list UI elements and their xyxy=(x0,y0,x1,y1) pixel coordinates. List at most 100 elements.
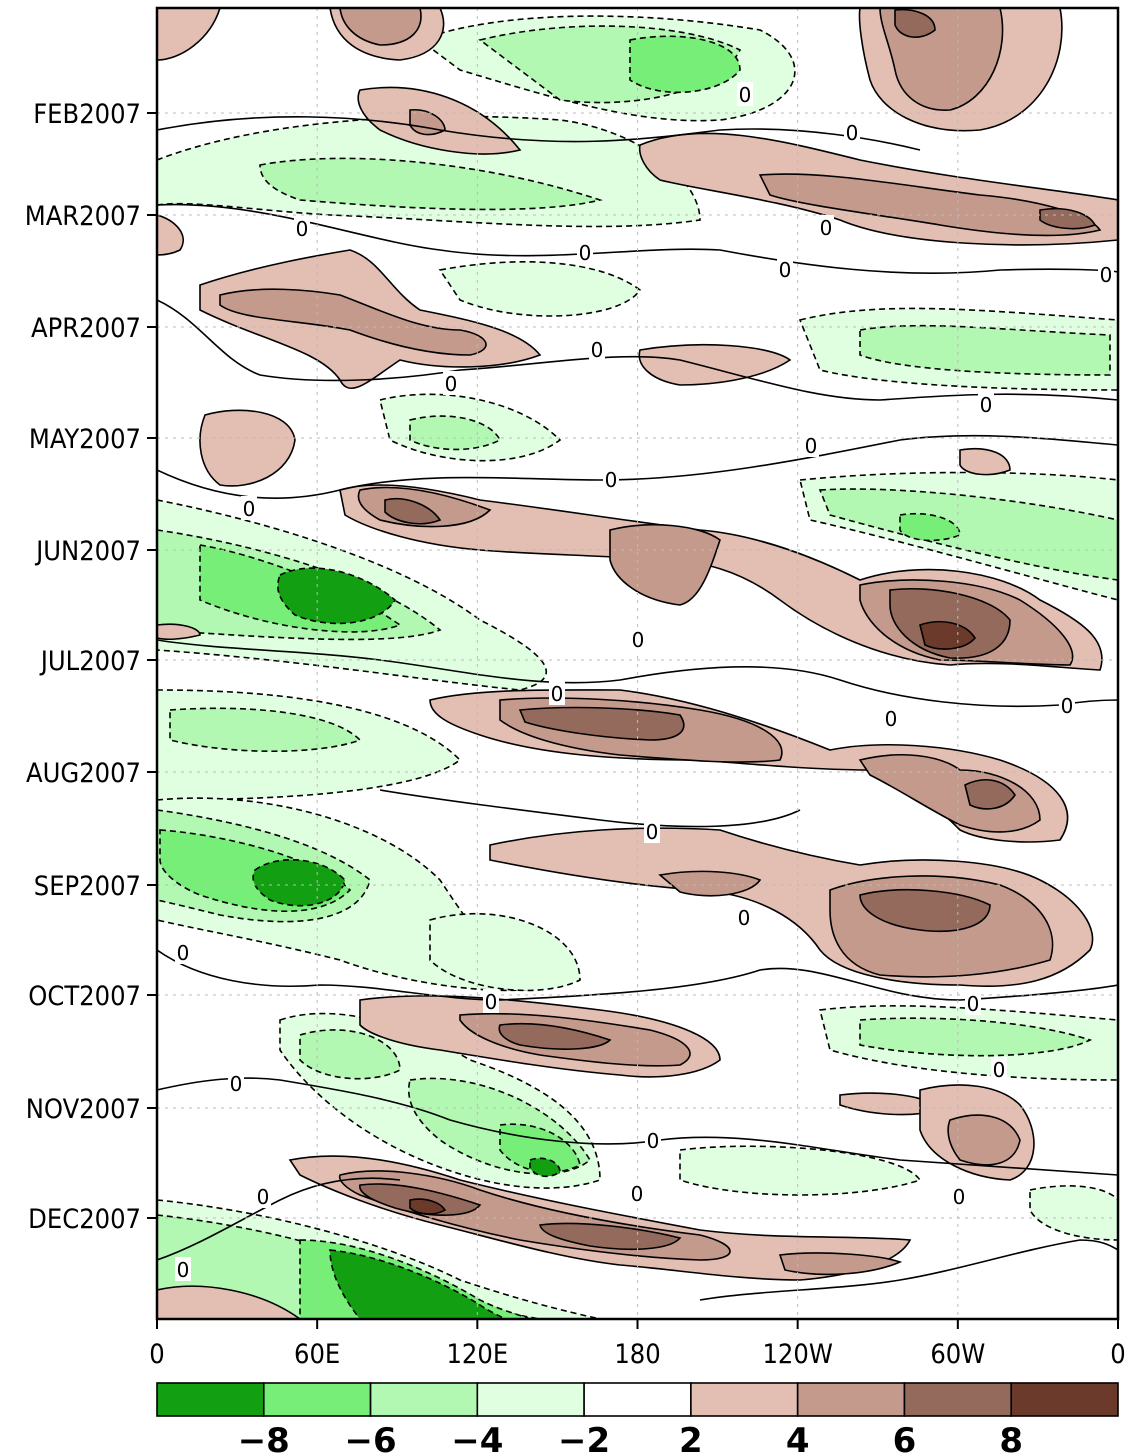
y-tick-label: JUL2007 xyxy=(39,646,141,677)
zero-label-bg xyxy=(803,433,819,457)
zero-label-bg xyxy=(443,371,459,395)
zero-label-bg xyxy=(294,216,310,240)
zero-label-bg xyxy=(1059,693,1075,717)
y-tick-label: MAR2007 xyxy=(25,201,141,232)
pos-region xyxy=(609,524,721,606)
neg-region xyxy=(252,858,346,907)
pos-region xyxy=(409,1198,447,1215)
zero-contour-label: 0 xyxy=(967,992,980,1016)
neg-region xyxy=(429,912,581,992)
neg-region xyxy=(299,1029,401,1080)
zero-contour-label: 0 xyxy=(632,628,645,652)
zero-label-bg xyxy=(629,1181,645,1205)
zero-contour-label: 0 xyxy=(257,1185,270,1209)
neg-region xyxy=(277,567,397,625)
zero-contour xyxy=(157,116,921,151)
colorbar-swatch xyxy=(156,1382,265,1417)
zero-label-bg xyxy=(483,989,499,1013)
x-tick-label: 120W xyxy=(762,1339,832,1370)
zero-contour-label: 0 xyxy=(445,372,458,396)
zero-label-bg xyxy=(978,392,994,416)
colorbar-swatch xyxy=(903,1382,1013,1417)
colorbar-swatch xyxy=(583,1382,692,1417)
zero-contour xyxy=(157,203,1118,275)
neg-region xyxy=(859,324,1111,376)
pos-region xyxy=(219,288,487,356)
zero-contour-label: 0 xyxy=(631,1182,644,1206)
y-axis: FEB2007 MAR2007 APR2007 MAY2007 JUN2007 JUL20… xyxy=(25,99,157,1235)
y-tick-label: AUG2007 xyxy=(26,758,141,789)
pos-region xyxy=(964,779,1016,810)
zero-contour-label: 0 xyxy=(1061,694,1074,718)
colorbar-label: 6 xyxy=(893,1421,917,1456)
pos-region xyxy=(1039,207,1097,230)
y-tick-label: FEB2007 xyxy=(33,99,141,130)
zero-contour-label: 0 xyxy=(591,338,604,362)
zero-contour xyxy=(699,1239,1118,1301)
y-tick-label: NOV2007 xyxy=(26,1094,141,1125)
colorbar-label: −4 xyxy=(451,1421,503,1456)
zero-label-bg xyxy=(883,706,899,730)
zero-label-bg xyxy=(645,1128,661,1152)
x-tick-label: 60E xyxy=(294,1339,340,1370)
zero-label-bg xyxy=(644,819,660,843)
zero-contour-label: 0 xyxy=(230,1072,243,1096)
colorbar-swatch xyxy=(369,1382,479,1417)
zero-contour-label: 0 xyxy=(177,1258,190,1282)
neg-region xyxy=(529,1157,561,1178)
zero-contour xyxy=(157,949,1118,1001)
zero-contour-label: 0 xyxy=(485,990,498,1014)
neg-region xyxy=(438,261,642,317)
zero-label-bg xyxy=(228,1071,244,1095)
x-tick-label: 120E xyxy=(446,1339,508,1370)
colorbar-swatch xyxy=(796,1382,906,1417)
neg-region xyxy=(1029,1185,1118,1241)
colorbar-label: 4 xyxy=(786,1421,810,1456)
neg-region xyxy=(629,35,741,94)
zero-contour xyxy=(157,434,1118,499)
pos-region xyxy=(157,623,201,641)
zero-contour xyxy=(157,1077,1118,1176)
grid xyxy=(157,8,1118,1319)
zero-label-bg xyxy=(777,257,793,281)
colorbar-label: −8 xyxy=(238,1421,290,1456)
pos-region xyxy=(518,706,685,741)
zero-contour-label: 0 xyxy=(739,83,752,107)
colorbar-swatch xyxy=(476,1382,585,1417)
zero-contour-label: 0 xyxy=(551,682,564,706)
y-tick-label: JUN2007 xyxy=(34,536,141,567)
neg-region xyxy=(859,1017,1093,1057)
colorbar-swatch xyxy=(1010,1382,1119,1417)
zero-label-bg xyxy=(630,627,646,651)
pos-region xyxy=(894,8,936,38)
x-tick-label: 180 xyxy=(614,1339,660,1370)
zero-contour-label: 0 xyxy=(953,1185,966,1209)
zero-contour-label: 0 xyxy=(980,393,993,417)
x-axis: 0 60E 120E 180 120W 60W 0 xyxy=(149,1319,1126,1370)
zero-label-bg xyxy=(175,940,191,964)
colorbar-swatch xyxy=(690,1382,799,1417)
zero-contour-label: 0 xyxy=(820,216,833,240)
neg-region xyxy=(679,1145,922,1196)
neg-region xyxy=(899,512,961,542)
zero-label-bg xyxy=(951,1184,967,1208)
pos-region xyxy=(539,1222,682,1251)
zero-label-bg xyxy=(589,337,605,361)
pos-region xyxy=(658,870,762,897)
zero-contour xyxy=(157,639,1118,708)
pos-region xyxy=(758,173,1102,237)
zero-label-bg xyxy=(965,991,981,1015)
zero-contour-label: 0 xyxy=(647,1129,660,1153)
zero-label-bg xyxy=(175,1257,191,1281)
pos-region xyxy=(947,1114,1021,1166)
zero-contour-label: 0 xyxy=(177,941,190,965)
x-tick-label: 0 xyxy=(1110,1339,1125,1370)
zero-contour-label: 0 xyxy=(846,121,859,145)
zero-label-bg xyxy=(255,1184,271,1208)
zero-contour-label: 0 xyxy=(993,1058,1006,1082)
zero-contour-label: 0 xyxy=(605,468,618,492)
y-tick-label: SEP2007 xyxy=(34,871,141,902)
zero-contour-label: 0 xyxy=(779,258,792,282)
neg-region xyxy=(169,707,362,753)
